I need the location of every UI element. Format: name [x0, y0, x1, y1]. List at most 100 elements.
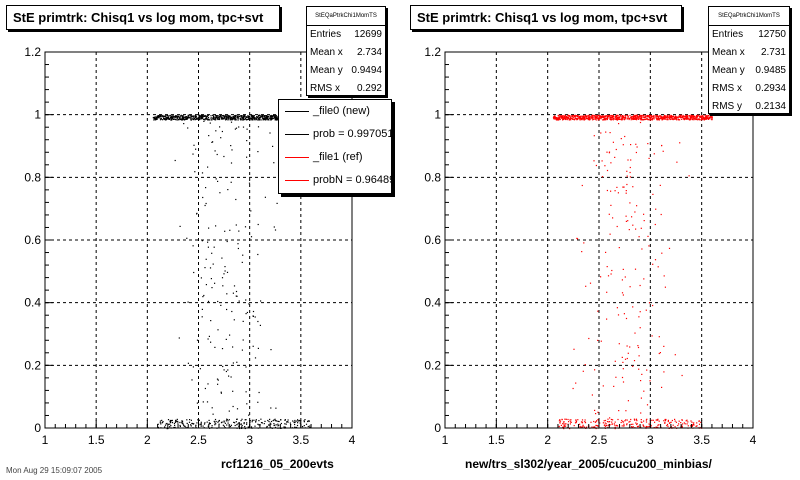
data-point [205, 187, 207, 189]
data-point [242, 339, 244, 341]
data-point [289, 422, 291, 424]
data-point [595, 117, 597, 119]
data-point [553, 118, 556, 120]
data-point [182, 422, 184, 424]
data-point [243, 116, 245, 118]
data-point [174, 116, 176, 118]
data-point [241, 117, 243, 119]
data-point [625, 116, 627, 118]
data-point [558, 119, 560, 121]
data-point [657, 418, 659, 420]
stats-value: 12750 [758, 29, 786, 40]
data-point [666, 115, 669, 118]
data-point [160, 118, 162, 120]
data-point [616, 114, 618, 116]
legend-label: _file0 (new) [313, 105, 370, 117]
data-point [160, 423, 162, 425]
data-point [178, 337, 180, 339]
data-point [248, 426, 250, 428]
data-point [635, 228, 637, 230]
data-point [211, 407, 213, 409]
data-point [258, 424, 260, 426]
data-point [639, 311, 641, 313]
data-point [591, 394, 593, 396]
data-point [226, 117, 228, 119]
data-point [558, 420, 560, 422]
data-point [630, 119, 632, 121]
data-point [691, 421, 693, 423]
data-point [277, 425, 279, 427]
stats-entries-row: Entries 12699 [307, 26, 385, 44]
data-point [170, 420, 172, 422]
data-point [604, 116, 606, 118]
data-point [692, 115, 694, 117]
data-point [212, 114, 214, 116]
data-point [618, 118, 620, 120]
data-point [689, 117, 691, 119]
data-point [680, 114, 682, 116]
data-point [559, 422, 561, 424]
data-point [570, 119, 572, 121]
data-point [645, 426, 647, 428]
data-point [674, 418, 676, 420]
data-point [610, 116, 612, 118]
data-point [614, 421, 616, 423]
data-point [568, 115, 570, 117]
data-point [698, 118, 700, 121]
data-point [266, 116, 268, 119]
data-point [175, 115, 178, 117]
x-tick-label: 3.5 [292, 433, 309, 447]
data-point [263, 115, 265, 117]
data-point [634, 332, 636, 334]
data-point [299, 422, 301, 424]
data-point [634, 419, 636, 421]
data-point [194, 119, 196, 121]
data-point [629, 420, 631, 423]
data-point [170, 420, 172, 422]
data-point [705, 115, 707, 118]
data-point [710, 118, 712, 120]
data-point [234, 118, 236, 120]
data-point [710, 115, 712, 117]
data-point [700, 421, 702, 423]
data-point [621, 279, 623, 281]
data-point [651, 115, 653, 118]
data-point [562, 117, 565, 119]
data-point [176, 418, 178, 420]
data-point [303, 425, 305, 427]
data-point [625, 215, 627, 217]
data-point [271, 116, 273, 118]
data-point [207, 241, 209, 243]
data-point [578, 116, 580, 119]
x-tick-label: 1 [442, 433, 449, 447]
data-point [257, 119, 259, 121]
data-point [575, 421, 577, 424]
data-point [592, 118, 594, 120]
data-point [584, 421, 586, 423]
data-point [181, 118, 183, 120]
data-point [673, 117, 675, 119]
data-point [586, 117, 588, 119]
data-point [580, 421, 583, 423]
data-point [220, 115, 222, 117]
data-point [220, 392, 222, 394]
data-point [181, 420, 184, 422]
data-point [552, 117, 555, 119]
data-point [640, 227, 642, 229]
data-point [269, 418, 271, 420]
data-point [187, 114, 189, 117]
data-point [240, 117, 242, 119]
data-point [602, 385, 604, 387]
data-point [651, 118, 653, 120]
data-point [267, 419, 269, 422]
data-point [692, 115, 694, 117]
data-point [214, 117, 216, 120]
data-point [294, 421, 296, 423]
data-point [663, 371, 665, 373]
data-point [245, 419, 247, 421]
data-point [614, 190, 616, 192]
data-point [668, 115, 670, 117]
data-point [641, 421, 643, 423]
data-point [626, 424, 628, 426]
data-point [216, 118, 218, 120]
